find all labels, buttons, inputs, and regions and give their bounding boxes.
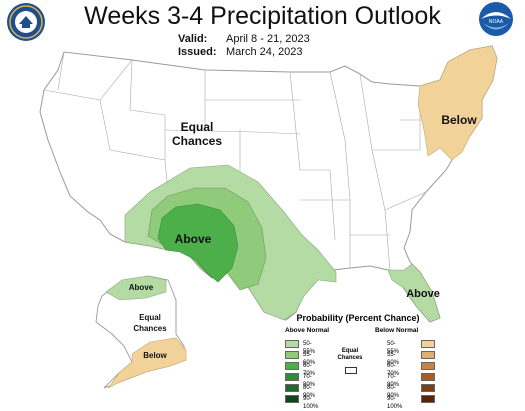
- legend-above-swatch: [285, 395, 299, 403]
- legend-equal-2: Chances: [337, 355, 363, 361]
- label-below-northeast: Below: [441, 113, 477, 127]
- below-50-55-northeast: [417, 45, 498, 161]
- legend-below-label: 90-100%: [387, 396, 403, 410]
- legend-below-header: Below Normal: [375, 327, 419, 334]
- issued-date: Issued: March 24, 2023: [178, 46, 302, 58]
- valid-dates: Valid: April 8 - 21, 2023: [178, 33, 310, 45]
- legend-below-label: 70-80%: [387, 374, 400, 388]
- label-above-alaska: Above: [129, 283, 154, 292]
- legend-above-label: 90-100%: [303, 396, 319, 410]
- legend-below-swatch: [421, 384, 435, 392]
- legend-below-swatch: [421, 395, 435, 403]
- legend-below-label: 60-70%: [387, 363, 400, 377]
- legend-above-swatch: [285, 340, 299, 348]
- label-equal-chances-alaska-2: Chances: [133, 324, 167, 333]
- legend-equal-1: Equal: [341, 348, 359, 354]
- legend: Probability (Percent Chance) Above Norma…: [283, 313, 523, 410]
- above-50-55-alaska: [105, 275, 167, 301]
- issued-label: Issued:: [178, 46, 217, 58]
- issued-value: March 24, 2023: [226, 46, 303, 58]
- legend-below-label: 50-55%: [387, 341, 400, 355]
- legend-below-label: 80-90%: [387, 385, 400, 399]
- legend-below-swatch: [421, 362, 435, 370]
- label-equal-chances-2: Chances: [172, 134, 222, 148]
- legend-above-swatch: [285, 351, 299, 359]
- above-50-55-florida: [387, 263, 441, 323]
- label-above-florida: Above: [406, 288, 440, 300]
- legend-below-swatch: [421, 373, 435, 381]
- label-equal-chances-alaska-1: Equal: [139, 313, 161, 322]
- label-below-alaska: Below: [143, 351, 167, 360]
- legend-above-label: 80-90%: [303, 385, 316, 399]
- legend-above-label: 50-55%: [303, 341, 316, 355]
- legend-equal-chances: Equal Chances: [335, 348, 365, 362]
- svg-text:NOAA: NOAA: [489, 19, 504, 25]
- legend-equal-chances-swatch: [345, 367, 357, 374]
- legend-above-label: 60-70%: [303, 363, 316, 377]
- label-above-southwest: Above: [175, 232, 212, 246]
- legend-below-swatch: [421, 340, 435, 348]
- seal-icon: [7, 3, 45, 41]
- noaa-icon: NOAA: [479, 2, 513, 36]
- valid-value: April 8 - 21, 2023: [226, 33, 310, 45]
- above-60-70-southwest: [157, 203, 239, 283]
- legend-above-header: Above Normal: [285, 327, 330, 334]
- legend-above-label: 70-80%: [303, 374, 316, 388]
- legend-below-swatch: [421, 351, 435, 359]
- below-50-55-alaska: [107, 337, 187, 389]
- label-equal-chances-1: Equal: [181, 120, 214, 134]
- legend-below-label: 55-60%: [387, 352, 400, 366]
- page-title: Weeks 3-4 Precipitation Outlook: [84, 2, 441, 30]
- legend-above-swatch: [285, 373, 299, 381]
- valid-label: Valid:: [178, 33, 208, 45]
- legend-above-swatch: [285, 384, 299, 392]
- legend-above-swatch: [285, 362, 299, 370]
- legend-title: Probability (Percent Chance): [296, 313, 420, 323]
- legend-above-label: 55-60%: [303, 352, 316, 366]
